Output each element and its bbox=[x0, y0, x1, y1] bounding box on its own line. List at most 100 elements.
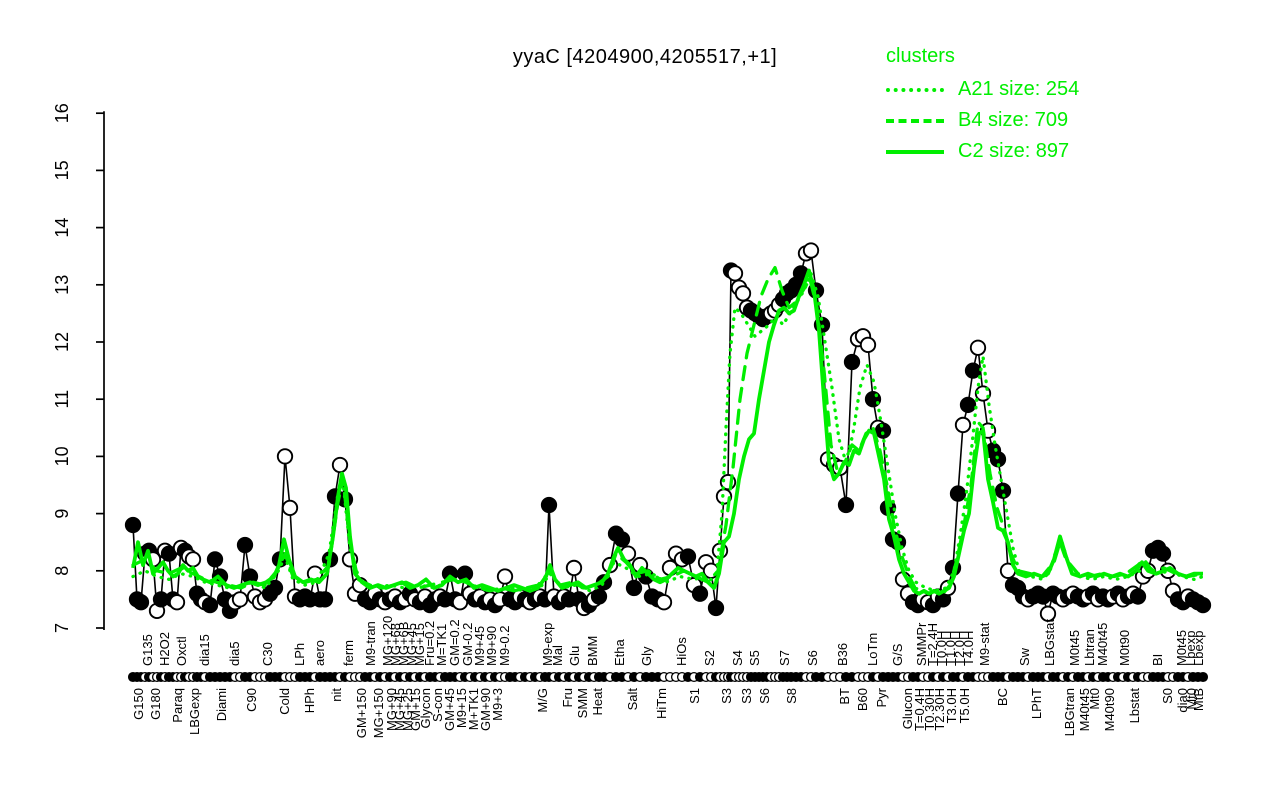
gene-point-filled bbox=[994, 482, 1012, 499]
x-axis-label-above: H2O2 bbox=[157, 632, 172, 666]
gene-point-filled bbox=[132, 594, 150, 611]
x-axis-label-above: T4.0H bbox=[961, 631, 976, 666]
x-axis-label-below: S3 bbox=[719, 688, 734, 704]
y-axis-tick-label: 13 bbox=[52, 275, 72, 295]
x-axis-label-above: Lbtran bbox=[1082, 629, 1097, 666]
x-axis-label-below: MG+45 bbox=[392, 688, 407, 731]
gene-point-filled bbox=[625, 579, 643, 597]
x-axis-label-above: HiOs bbox=[674, 637, 689, 666]
legend-item-b4: B4 size: 709 bbox=[886, 105, 1079, 136]
x-axis-label-below: Fru bbox=[560, 688, 575, 708]
x-axis-label-below: GM+45 bbox=[442, 688, 457, 731]
gene-point-open bbox=[1039, 605, 1057, 622]
x-axis-label-below: Paraq bbox=[170, 688, 185, 723]
gene-point-open bbox=[734, 285, 752, 302]
cluster-line-c2 bbox=[131, 268, 1203, 596]
x-axis-label-below: GM+15 bbox=[408, 688, 423, 731]
x-axis-label-below: M40t45 bbox=[1077, 688, 1092, 731]
x-axis-label-above: LBGstat bbox=[1042, 619, 1057, 666]
x-axis-label-above: M0t45 bbox=[1067, 630, 1082, 666]
gene-point-filled bbox=[201, 596, 219, 614]
x-axis-label-below: G180 bbox=[148, 688, 163, 720]
x-axis-label-below: GM+90 bbox=[478, 688, 493, 731]
gene-point-filled bbox=[206, 551, 224, 568]
x-axis-label-below: Glucon bbox=[900, 688, 915, 729]
x-axis-label-below: M/G bbox=[535, 688, 550, 713]
x-axis-label-below: MG+90 bbox=[384, 688, 399, 731]
legend-label-c2: C2 size: 897 bbox=[958, 140, 1070, 162]
x-axis-label-above: S2 bbox=[702, 650, 717, 666]
x-axis-label-above: dia15 bbox=[197, 634, 212, 666]
x-axis-label-above: BMM bbox=[585, 636, 600, 666]
gene-point-filled bbox=[1194, 596, 1212, 614]
x-axis-label-above: LPh bbox=[292, 643, 307, 666]
x-axis-label-above: T2.0H bbox=[952, 631, 967, 666]
cluster-line-a21 bbox=[131, 271, 1205, 593]
x-axis-label-above: M=TK1 bbox=[434, 624, 449, 666]
y-axis-tick-label: 11 bbox=[52, 390, 72, 409]
gene-point-open bbox=[496, 568, 514, 585]
gene-point-filled bbox=[316, 591, 334, 608]
x-axis-label-below: C90 bbox=[244, 688, 259, 712]
x-axis-label-below: T=0.4H bbox=[912, 688, 927, 731]
x-axis-label-below: GM+150 bbox=[354, 688, 369, 738]
x-axis-label-above: MG+45 bbox=[404, 623, 419, 666]
cluster-line-b4 bbox=[131, 265, 1205, 596]
dashed-line-sample bbox=[886, 118, 944, 123]
x-axis-condition-symbol bbox=[1197, 671, 1209, 683]
x-axis-label-below: Mt0 bbox=[1184, 688, 1199, 710]
legend-label-b4: B4 size: 709 bbox=[958, 109, 1069, 131]
x-axis-label-below: S1 bbox=[687, 688, 702, 704]
x-axis-label-above: LoTm bbox=[865, 633, 880, 666]
x-axis-label-below: SMM bbox=[575, 688, 590, 718]
x-axis-label-above: S4 bbox=[730, 650, 745, 666]
x-axis-label-above: M0t45 bbox=[1174, 630, 1189, 666]
x-axis-label-below: HPh bbox=[302, 688, 317, 713]
x-axis-label-below: B60 bbox=[855, 688, 870, 711]
x-axis-label-above: G/S bbox=[890, 643, 905, 666]
gene-point-filled bbox=[613, 531, 631, 548]
x-axis-label-above: T1.0H bbox=[943, 631, 958, 666]
gene-point-filled bbox=[124, 516, 142, 534]
x-axis-label-above: ferm bbox=[341, 640, 356, 666]
y-axis-tick-label: 7 bbox=[52, 623, 72, 633]
x-axis-label-above: C30 bbox=[260, 642, 275, 666]
gene-point-open bbox=[655, 594, 673, 611]
gene-point-open bbox=[565, 559, 583, 577]
x-axis-label-below: Glycon bbox=[418, 688, 433, 728]
gene-point-filled bbox=[540, 496, 558, 514]
gene-point-filled bbox=[679, 548, 697, 565]
x-axis-label-above: MG+6B bbox=[396, 622, 411, 666]
y-axis-tick-label: 15 bbox=[52, 160, 72, 180]
x-axis-label-below: MG+150 bbox=[371, 688, 386, 738]
x-axis-label-below: S8 bbox=[784, 688, 799, 704]
gene-line bbox=[132, 249, 1204, 617]
x-axis-label-above: MG+15 bbox=[412, 623, 427, 666]
x-axis-label-above: M9-exp bbox=[540, 623, 555, 666]
x-axis-label-below: Mt0 bbox=[1087, 688, 1102, 710]
x-axis-label-below: M9+15 bbox=[454, 688, 469, 728]
x-axis-label-below: M+TK1 bbox=[466, 688, 481, 730]
gene-point-filled bbox=[590, 588, 608, 605]
x-axis-label-above: Oxctl bbox=[174, 636, 189, 666]
x-axis-label-below: dia0 bbox=[1175, 688, 1190, 713]
x-axis-label-below: S6 bbox=[757, 688, 772, 704]
x-axis-label-below: Heat bbox=[590, 688, 605, 716]
x-axis-label-below: T0.30H bbox=[922, 688, 937, 731]
dotted-line-sample bbox=[886, 87, 944, 92]
x-axis-label-above: S7 bbox=[777, 650, 792, 666]
x-axis-label-below: LPhT bbox=[1029, 688, 1044, 719]
gene-point-filled bbox=[949, 485, 967, 502]
x-axis-label-above: M40t45 bbox=[1095, 623, 1110, 666]
gene-point-filled bbox=[266, 579, 284, 597]
x-axis-label-above: dia5 bbox=[227, 641, 242, 666]
x-axis-label-above: M9-stat bbox=[977, 622, 992, 666]
gene-point-open bbox=[184, 551, 202, 568]
y-axis-tick-label: 14 bbox=[52, 218, 72, 238]
gene-point-open bbox=[969, 339, 987, 356]
x-axis-label-above: G135 bbox=[140, 634, 155, 666]
cluster-legend: clusters A21 size: 254 B4 size: 709 C2 s… bbox=[886, 44, 1079, 167]
x-axis-label-below: T2.30H bbox=[932, 688, 947, 731]
x-axis-label-above: Lbexp bbox=[1191, 631, 1206, 666]
